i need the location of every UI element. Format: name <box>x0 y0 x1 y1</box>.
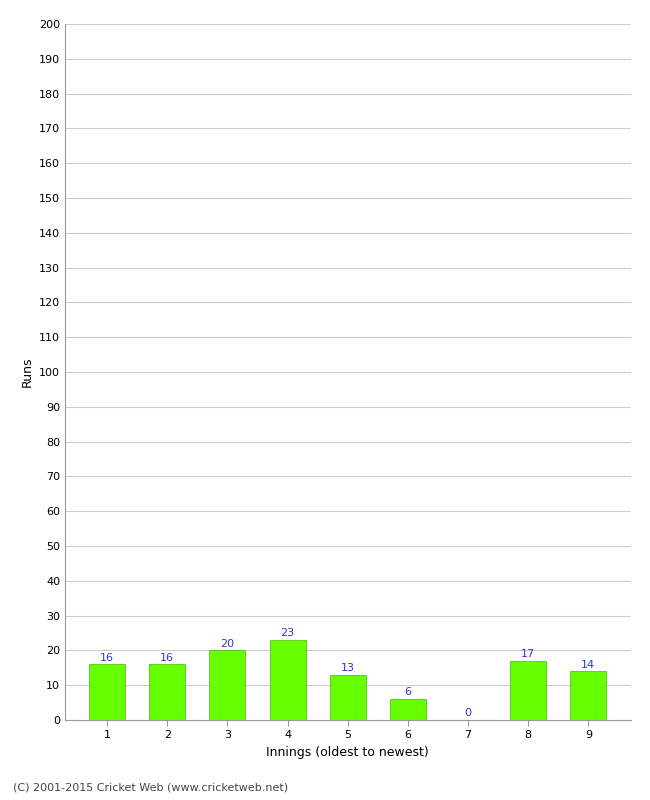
Text: 17: 17 <box>521 649 536 659</box>
Y-axis label: Runs: Runs <box>20 357 33 387</box>
Bar <box>570 671 606 720</box>
Bar <box>89 664 125 720</box>
Bar <box>390 699 426 720</box>
Text: 6: 6 <box>404 687 411 698</box>
Text: 14: 14 <box>581 659 595 670</box>
Bar <box>209 650 246 720</box>
Text: 20: 20 <box>220 638 235 649</box>
Text: 0: 0 <box>465 708 471 718</box>
Text: 23: 23 <box>281 628 294 638</box>
Bar <box>270 640 306 720</box>
Text: 16: 16 <box>100 653 114 662</box>
Text: (C) 2001-2015 Cricket Web (www.cricketweb.net): (C) 2001-2015 Cricket Web (www.cricketwe… <box>13 782 288 792</box>
Bar <box>150 664 185 720</box>
Text: 13: 13 <box>341 663 355 673</box>
Text: 16: 16 <box>161 653 174 662</box>
X-axis label: Innings (oldest to newest): Innings (oldest to newest) <box>266 746 429 759</box>
Bar <box>330 674 366 720</box>
Bar <box>510 661 546 720</box>
